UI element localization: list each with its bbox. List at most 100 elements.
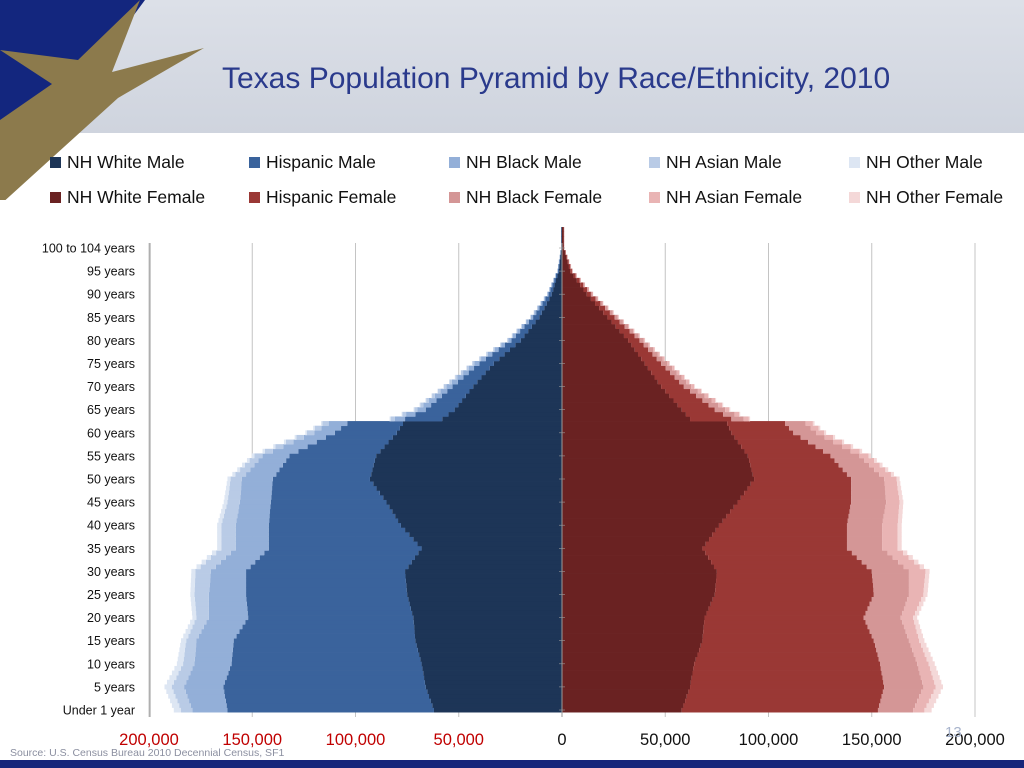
bar-female-segment [884, 684, 924, 690]
bar-male-segment [239, 504, 271, 510]
bar-male-segment [434, 393, 442, 399]
bar-female-segment [921, 689, 934, 695]
bar-female-segment [919, 693, 932, 699]
bar-male-segment [169, 675, 177, 681]
bar-female-segment [856, 555, 893, 561]
bar-female-segment [834, 458, 865, 464]
bar-male-segment [474, 365, 490, 371]
bar-male-segment [195, 652, 233, 658]
bar-male-segment [474, 361, 480, 366]
y-tick-label: 5 years [94, 680, 135, 694]
bar-male-segment [441, 393, 466, 399]
bar-male-segment [547, 291, 549, 297]
bar-male-segment [413, 619, 562, 625]
bar-female-segment [884, 476, 897, 482]
bar-male-segment [431, 402, 459, 408]
bar-female-segment [651, 370, 671, 376]
bar-female-segment [935, 684, 943, 690]
bar-male-segment [542, 300, 547, 306]
bar-female-segment [562, 638, 703, 644]
bar-female-segment [910, 642, 922, 648]
bar-female-segment [882, 527, 898, 533]
bar-male-segment [405, 573, 562, 579]
bar-female-segment [808, 439, 834, 445]
bar-female-segment [737, 439, 809, 445]
bar-male-segment [236, 518, 270, 524]
bar-female-segment [562, 601, 711, 607]
legend-swatch [50, 157, 61, 168]
bar-male-segment [228, 670, 424, 676]
bar-female-segment [602, 300, 604, 306]
legend-swatch [249, 157, 260, 168]
bar-female-segment [696, 393, 705, 399]
bar-male-segment [235, 527, 269, 533]
bar-female-segment [703, 628, 870, 634]
bar-female-segment [879, 462, 883, 468]
legend-label: NH Asian Female [666, 187, 803, 207]
bar-female-segment [562, 388, 666, 394]
bar-male-segment [249, 458, 259, 464]
bar-female-segment [883, 513, 899, 519]
bar-male-segment [521, 324, 525, 330]
bar-male-segment [235, 522, 269, 528]
bar-male-segment [228, 490, 241, 496]
bar-male-segment [305, 430, 307, 436]
bar-male-segment [227, 476, 231, 482]
bar-male-segment [499, 356, 562, 362]
bar-female-segment [690, 388, 698, 394]
bar-male-segment [240, 490, 272, 496]
bar-male-segment [190, 596, 195, 602]
bar-female-segment [575, 273, 577, 279]
bar-female-segment [815, 444, 843, 450]
bar-female-segment [737, 499, 852, 505]
bar-female-segment [908, 582, 925, 588]
bar-male-segment [389, 416, 391, 422]
bar-male-segment [410, 605, 562, 611]
y-tick-label: 60 years [87, 426, 135, 440]
bar-male-segment [180, 642, 186, 648]
bar-female-segment [562, 291, 587, 297]
bar-female-segment [873, 587, 909, 593]
bar-female-segment [899, 499, 904, 505]
bar-female-segment [920, 675, 933, 681]
bar-female-segment [562, 444, 742, 450]
bar-female-segment [908, 555, 913, 561]
bar-female-segment [562, 305, 600, 311]
bar-male-segment [481, 356, 486, 362]
bar-female-segment [708, 555, 857, 561]
bar-female-segment [932, 675, 940, 681]
bar-female-segment [562, 407, 682, 413]
bar-female-segment [715, 587, 874, 593]
bar-female-segment [562, 494, 741, 500]
bar-female-segment [716, 578, 873, 584]
bar-female-segment [607, 305, 609, 311]
bar-female-segment [712, 531, 847, 537]
bar-female-segment [733, 504, 851, 510]
bar-female-segment [929, 665, 937, 671]
legend-item: NH Other Male [849, 152, 983, 173]
bar-female-segment [597, 296, 599, 302]
y-tick-label: 35 years [87, 542, 135, 556]
bar-male-segment [223, 499, 228, 505]
bar-female-segment [859, 453, 869, 459]
bar-female-segment [679, 370, 680, 376]
bar-female-segment [727, 421, 786, 427]
bar-male-segment [254, 462, 283, 468]
bar-male-segment [369, 476, 562, 482]
bar-male-segment [190, 592, 195, 597]
bar-male-segment [239, 499, 271, 505]
bar-female-segment [887, 550, 904, 556]
bar-female-segment [846, 522, 883, 528]
bar-male-segment [194, 661, 232, 667]
bar-female-segment [609, 310, 613, 316]
bar-male-segment [173, 679, 187, 685]
bar-male-segment [448, 411, 562, 417]
bar-male-segment [181, 707, 193, 713]
bar-male-segment [463, 370, 469, 376]
bar-male-segment [371, 471, 562, 477]
bar-female-segment [628, 337, 640, 343]
bar-female-segment [681, 407, 715, 413]
legend-item: NH Black Male [449, 152, 582, 173]
legend-swatch [249, 192, 260, 203]
bar-female-segment [903, 605, 918, 611]
